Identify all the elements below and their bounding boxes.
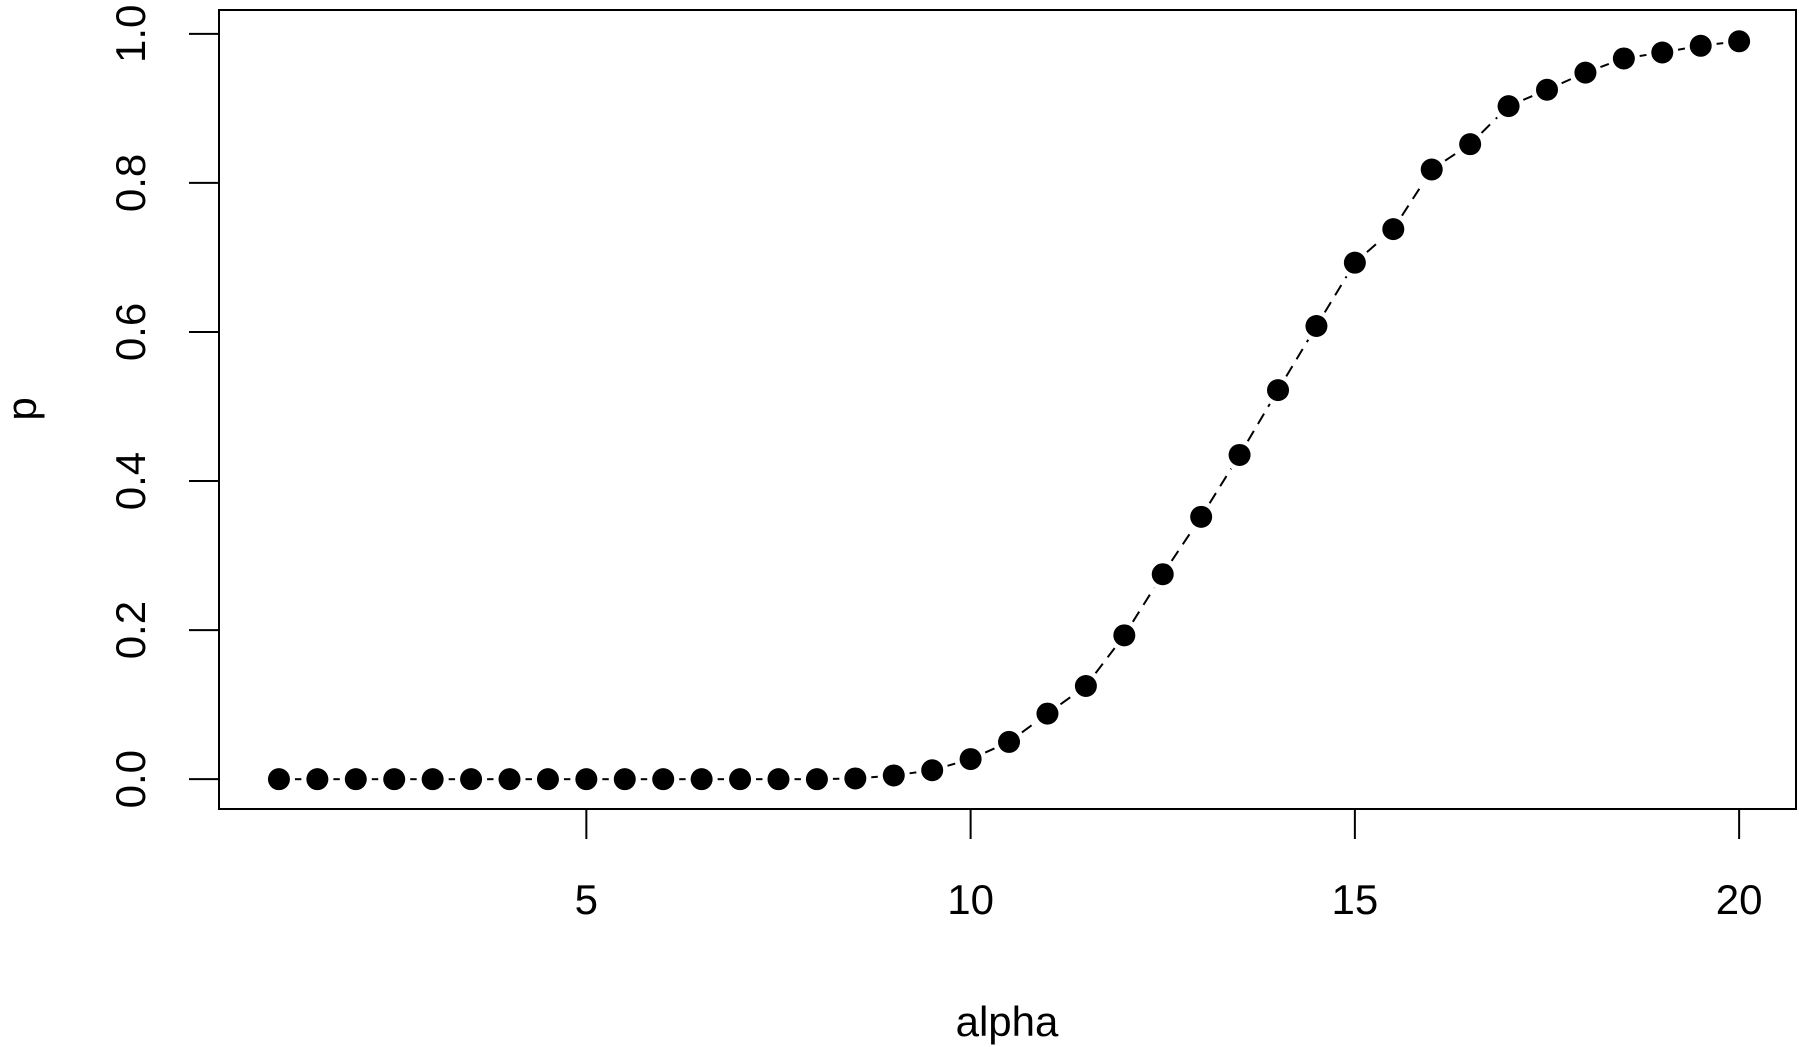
series-line-segment [1600,63,1610,69]
data-point [844,767,867,790]
data-point [344,768,367,791]
data-point [1151,563,1174,586]
data-point [1343,251,1366,274]
data-point [767,768,790,791]
y-axis: 0.0 0.2 0.4 0.6 0.8 1.0 [107,5,220,808]
series-line-segment [1366,238,1382,253]
y-axis-label: p [0,397,45,420]
data-series [267,30,1751,791]
data-point [921,759,944,782]
series-line-segment [1094,647,1116,674]
data-point [421,768,444,791]
y-tick-label: 0.0 [107,750,154,808]
series-line-segment [1677,47,1686,51]
data-point [1536,78,1558,101]
y-tick-label: 0.8 [107,154,154,212]
data-point [690,768,713,791]
data-point [998,730,1021,753]
data-point [613,768,636,791]
data-point [882,764,905,787]
series-line-segment [1480,116,1498,134]
data-point [1497,95,1520,118]
data-point [1728,30,1751,53]
data-point [1190,505,1213,528]
series-line-segment [1246,403,1271,442]
x-tick-label: 5 [575,876,598,923]
y-tick-label: 0.4 [107,452,154,510]
x-tick-label: 15 [1332,876,1379,923]
data-point [1689,34,1712,57]
data-point [1074,675,1097,698]
data-point [1574,61,1597,84]
data-point [1651,41,1674,64]
series-line-segment [871,775,878,779]
series-line-segment [1323,275,1348,313]
series-line-segment [1522,95,1533,101]
data-point [267,768,290,791]
data-point [1267,379,1290,402]
series-line-segment [1059,694,1074,706]
series-line-segment [1444,152,1458,162]
data-point [1420,158,1443,181]
data-point [1612,47,1635,70]
data-point [1305,315,1328,338]
series-line-segment [1401,182,1424,217]
x-tick-label: 20 [1716,876,1763,923]
series-line-segment [1716,42,1724,45]
data-point [652,768,675,791]
data-point [805,768,828,791]
data-point [1382,218,1405,241]
x-tick-label: 10 [947,876,994,923]
series-line-segment [1285,339,1310,377]
y-tick-label: 0.2 [107,601,154,659]
data-point [575,768,598,791]
data-point [536,768,559,791]
x-axis: 5 10 15 20 [575,808,1763,923]
series-line-segment [984,747,995,754]
series-line-segment [909,771,917,775]
data-point [1459,133,1482,156]
series-line-segment [947,762,956,767]
y-tick-label: 1.0 [107,5,154,63]
series-line-segment [1170,529,1194,562]
data-point [1228,443,1251,466]
data-point [498,768,521,791]
y-tick-label: 0.6 [107,303,154,361]
data-point [1113,624,1136,647]
series-line-segment [1131,587,1156,623]
data-point [1036,702,1059,725]
data-point [959,748,982,771]
x-axis-label: alpha [956,998,1059,1045]
series-line-segment [1208,468,1232,504]
series-line-segment [1561,78,1572,85]
data-point [306,768,329,791]
series-line-segment [1639,53,1647,57]
series-line-segment [1021,722,1036,734]
data-point [460,768,483,791]
data-point [729,768,752,791]
data-point [383,768,406,791]
